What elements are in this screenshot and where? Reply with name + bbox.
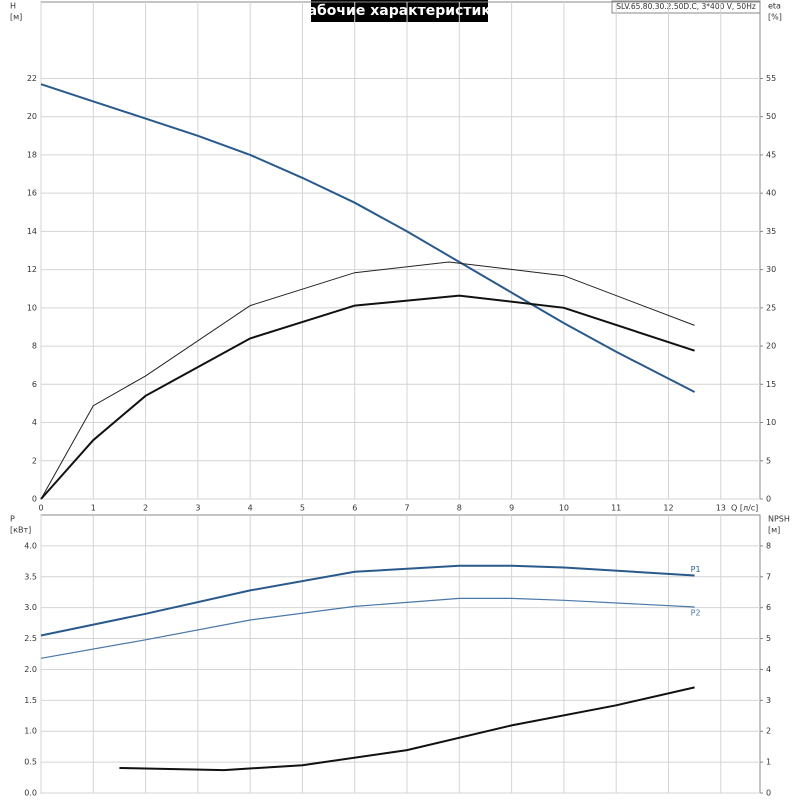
y2-tick-label: 1 bbox=[766, 758, 771, 767]
x-tick-label: 7 bbox=[404, 504, 409, 513]
y-tick-label: 3.0 bbox=[24, 603, 37, 612]
x-tick-label: 11 bbox=[611, 504, 621, 513]
y-axis-label: H bbox=[10, 2, 16, 11]
chart-title: Рабочие характеристики bbox=[297, 3, 500, 19]
curve bbox=[119, 686, 695, 772]
x-tick-label: 1 bbox=[91, 504, 96, 513]
x-tick-label: 9 bbox=[509, 504, 514, 513]
y-tick-label: 2 bbox=[32, 456, 37, 465]
curve bbox=[40, 294, 695, 500]
y2-tick-label: 50 bbox=[766, 112, 776, 121]
y-tick-label: 20 bbox=[27, 112, 37, 121]
y-tick-label: 8 bbox=[32, 342, 37, 351]
y-tick-label: 10 bbox=[27, 303, 37, 312]
y2-axis-label: NPSH bbox=[768, 515, 790, 524]
subtitle: SLV.65.80.30.2.50D.C, 3*400 V, 50Hz bbox=[616, 2, 756, 11]
y-tick-label: 1.0 bbox=[24, 727, 37, 736]
y-tick-label: 4 bbox=[32, 418, 37, 427]
curve-label: P1 bbox=[691, 565, 701, 574]
y2-tick-label: 15 bbox=[766, 380, 776, 389]
x-tick-label: 5 bbox=[300, 504, 305, 513]
x-tick-label: 13 bbox=[716, 504, 726, 513]
x-tick-label: 4 bbox=[248, 504, 253, 513]
y2-tick-label: 20 bbox=[766, 342, 776, 351]
y-tick-label: 0.0 bbox=[24, 789, 37, 798]
y2-axis-label: eta bbox=[768, 2, 781, 11]
y-tick-label: 2.5 bbox=[24, 634, 37, 643]
curve-label: P2 bbox=[691, 609, 701, 618]
y-tick-label: 2.0 bbox=[24, 665, 37, 674]
x-tick-label: 6 bbox=[352, 504, 357, 513]
y2-tick-label: 25 bbox=[766, 303, 776, 312]
x-tick-label: 10 bbox=[559, 504, 569, 513]
y2-tick-label: 3 bbox=[766, 696, 771, 705]
y-tick-label: 12 bbox=[27, 265, 37, 274]
y2-tick-label: 35 bbox=[766, 227, 776, 236]
y2-tick-label: 45 bbox=[766, 150, 776, 159]
title-box bbox=[311, 0, 488, 22]
plot-frame bbox=[40, 1, 761, 500]
y2-tick-label: 40 bbox=[766, 189, 776, 198]
y-tick-label: 6 bbox=[32, 380, 37, 389]
curve bbox=[40, 261, 695, 500]
y-tick-label: 22 bbox=[27, 74, 37, 83]
y-tick-label: 3.5 bbox=[24, 572, 37, 581]
y-axis-label: [м] bbox=[10, 13, 22, 22]
y-axis-label: P bbox=[10, 515, 15, 524]
y2-tick-label: 4 bbox=[766, 665, 771, 674]
x-tick-label: 2 bbox=[143, 504, 148, 513]
y2-tick-label: 10 bbox=[766, 418, 776, 427]
curve bbox=[40, 564, 695, 637]
y2-tick-label: 0 bbox=[766, 789, 771, 798]
y2-tick-label: 6 bbox=[766, 603, 771, 612]
y-tick-label: 4.0 bbox=[24, 541, 37, 550]
y-tick-label: 16 bbox=[27, 189, 37, 198]
x-tick-label: 3 bbox=[195, 504, 200, 513]
y2-tick-label: 8 bbox=[766, 541, 771, 550]
y2-tick-label: 0 bbox=[766, 495, 771, 504]
y2-axis-label: [%] bbox=[768, 13, 782, 22]
y-tick-label: 18 bbox=[27, 150, 37, 159]
x-tick-label: 12 bbox=[663, 504, 673, 513]
x-axis-label: Q [л/с] bbox=[731, 504, 758, 513]
y2-tick-label: 7 bbox=[766, 572, 771, 581]
y2-tick-label: 55 bbox=[766, 74, 776, 83]
curve bbox=[40, 597, 695, 659]
y-tick-label: 0.5 bbox=[24, 758, 37, 767]
y2-tick-label: 30 bbox=[766, 265, 776, 274]
curve bbox=[40, 83, 696, 393]
y-axis-label: [кВт] bbox=[10, 526, 31, 535]
y-tick-label: 1.5 bbox=[24, 696, 37, 705]
x-tick-label: 0 bbox=[38, 504, 43, 513]
y-tick-label: 14 bbox=[27, 227, 37, 236]
y2-tick-label: 2 bbox=[766, 727, 771, 736]
y-tick-label: 0 bbox=[32, 495, 37, 504]
y2-axis-label: [м] bbox=[768, 526, 780, 535]
x-tick-label: 8 bbox=[457, 504, 462, 513]
y2-tick-label: 5 bbox=[766, 634, 771, 643]
y2-tick-label: 5 bbox=[766, 456, 771, 465]
